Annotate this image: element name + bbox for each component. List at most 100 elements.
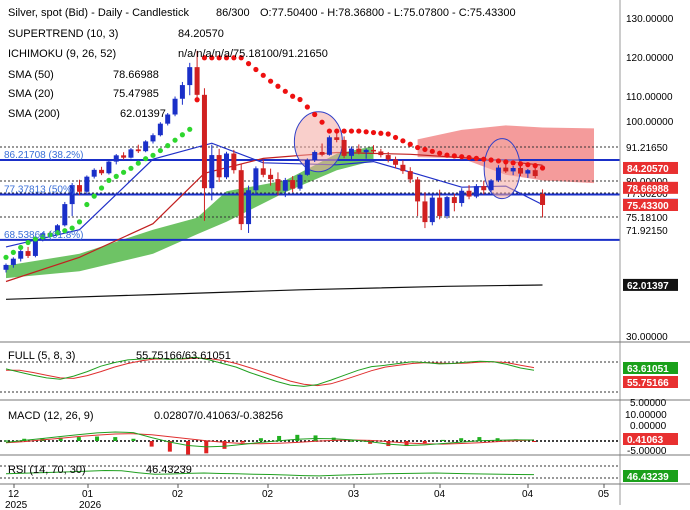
candle-body <box>503 167 509 172</box>
supertrend-dot <box>32 236 39 242</box>
macd-hist-bar <box>58 437 63 441</box>
supertrend-dot <box>69 225 75 231</box>
price-tag: 84.20570 <box>627 164 669 175</box>
candle-body <box>312 151 318 160</box>
candle-body <box>385 155 391 160</box>
supertrend-dot <box>422 146 428 153</box>
candle-body <box>393 159 399 165</box>
candle-body <box>165 114 171 124</box>
candle-body <box>84 176 90 192</box>
legend-ichimoku-label: ICHIMOKU (9, 26, 52) <box>8 48 116 60</box>
candle-body <box>540 193 546 205</box>
candle-body <box>334 137 340 140</box>
candle-body <box>378 151 384 156</box>
rsi-tag: 46.43239 <box>627 472 669 483</box>
supertrend-dot <box>113 173 119 179</box>
price-tag: 75.43300 <box>627 201 669 212</box>
supertrend-dot <box>10 249 16 255</box>
supertrend-dot <box>187 126 193 132</box>
candle-body <box>488 180 494 191</box>
supertrend-dot <box>312 111 318 118</box>
supertrend-dot <box>62 228 68 234</box>
candle-body <box>348 148 354 156</box>
macd-hist-bar <box>222 441 227 449</box>
rsi-value: 46.43239 <box>146 464 192 476</box>
supertrend-dot <box>157 147 163 154</box>
candle-body <box>326 137 332 155</box>
time-label: 02 <box>262 489 274 500</box>
supertrend-dot <box>253 66 259 73</box>
supertrend-dot <box>437 150 443 156</box>
full-tag-d: 55.75166 <box>627 378 669 389</box>
supertrend-dot <box>238 55 244 61</box>
full-tag-k-bg <box>623 362 678 374</box>
macd-tick-5: 5.00000 <box>630 398 667 409</box>
price-panel: 86.21708 (38.2%) 77.37813 (50%) 68.53864 (… <box>0 7 620 300</box>
legend-sma20-value: 75.47985 <box>113 88 159 100</box>
candle-body <box>106 161 112 174</box>
candle-body <box>209 155 215 189</box>
rsi-line <box>5 469 535 477</box>
macd-hist-bar <box>149 441 154 447</box>
candle-body <box>187 67 193 86</box>
supertrend-dot <box>348 128 355 134</box>
supertrend-dot <box>172 137 178 143</box>
supertrend-dot <box>150 152 156 158</box>
macd-hist-bar <box>331 437 336 441</box>
supertrend-dot <box>415 144 421 151</box>
ohlc-readout: O:77.50400 - H:78.36800 - L:75.07800 - C… <box>260 7 516 19</box>
candle-body <box>437 197 443 217</box>
macd-hist-bar <box>186 441 191 455</box>
candle-body <box>91 169 97 177</box>
supertrend-dot <box>473 155 479 161</box>
supertrend-dot <box>282 88 288 94</box>
candle-body <box>290 180 296 189</box>
legend-sma20-label: SMA (20) <box>8 88 54 100</box>
supertrend-dot <box>495 158 502 164</box>
candle-body <box>99 169 105 174</box>
legend: Silver, spot (Bid) - Daily - Candlestick… <box>8 7 516 120</box>
candle-body <box>201 94 207 189</box>
supertrend-dot <box>392 134 399 141</box>
supertrend-dot <box>370 129 377 136</box>
supertrend-dot <box>429 148 435 154</box>
supertrend-dot <box>326 128 332 134</box>
candle-body <box>260 168 266 175</box>
time-label: 12 <box>8 489 20 500</box>
candle-body <box>32 239 38 256</box>
supertrend-dot <box>194 97 200 103</box>
time-label: 04 <box>522 489 534 500</box>
supertrend-dot <box>3 254 9 260</box>
macd-hist-bar <box>349 440 354 442</box>
macd-hist-bar <box>459 438 464 441</box>
macd-hist-bar <box>131 438 136 441</box>
supertrend-dot <box>517 161 524 167</box>
macd-label: MACD (12, 26, 9) <box>8 410 94 422</box>
price-tick: 120.00000 <box>626 53 674 64</box>
supertrend-dot <box>385 131 391 137</box>
supertrend-dot <box>209 55 215 61</box>
supertrend-dot <box>356 128 362 134</box>
supertrend-dot <box>510 160 516 166</box>
supertrend-dot <box>135 160 141 166</box>
price-axis: 130.00000 120.00000 110.00000 100.00000 91.2… <box>619 0 678 505</box>
candle-body <box>297 174 303 189</box>
supertrend-dot <box>40 234 46 240</box>
time-label: 03 <box>348 489 360 500</box>
supertrend-dot <box>297 96 303 103</box>
supertrend-dot <box>201 55 208 61</box>
candle-body <box>319 151 325 155</box>
supertrend-dot <box>260 72 266 78</box>
supertrend-dot <box>319 119 325 125</box>
macd-hist-bar <box>404 441 409 447</box>
candle-body <box>400 164 406 172</box>
legend-sma200-label: SMA (200) <box>8 108 60 120</box>
macd-hist-bar <box>440 439 445 441</box>
macd-tag: 0.41063 <box>627 435 664 446</box>
supertrend-dot <box>304 104 310 110</box>
candle-body <box>532 170 538 177</box>
time-label-year: 2026 <box>79 500 102 510</box>
candle-body <box>3 264 9 270</box>
candle-body <box>121 155 127 158</box>
